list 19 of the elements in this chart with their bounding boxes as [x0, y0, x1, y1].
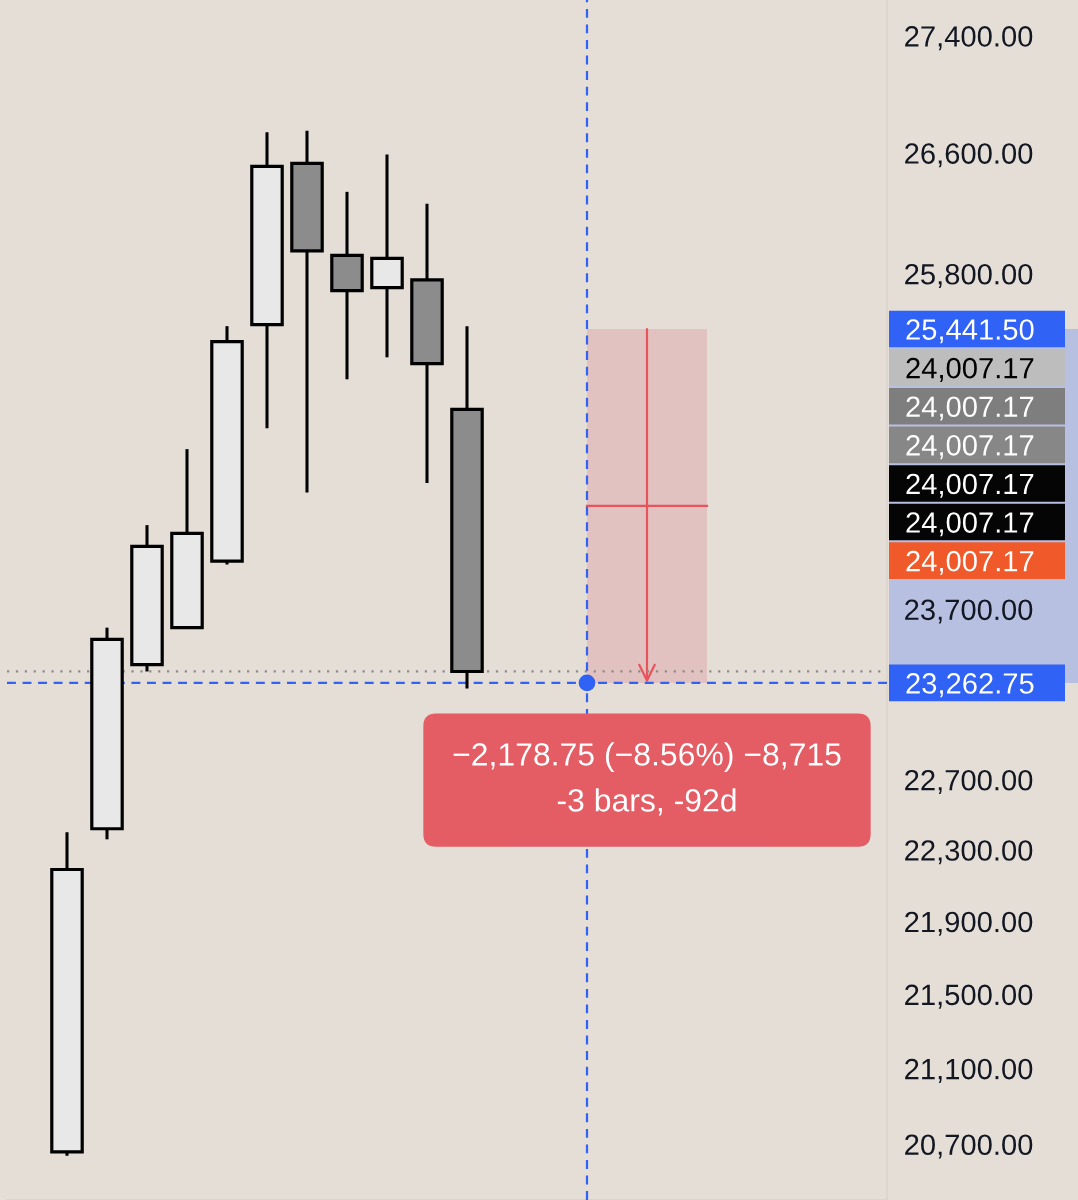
text: 25,441.50: [906, 319, 1034, 344]
y-tick-label: 27,400.00: [905, 26, 1033, 51]
text: 24,007.17: [906, 512, 1034, 537]
annotation: −2,178.75 (−8.56%) −8,715 -3 bars, -92d: [453, 742, 841, 816]
y-tick-label: 20,700.00: [905, 1134, 1033, 1159]
y-tick-label: 23,700.00: [905, 599, 1033, 624]
text: 24,007.17: [906, 473, 1034, 498]
y-tick-label: 21,100.00: [905, 1058, 1033, 1083]
y-tick-label: 22,300.00: [905, 840, 1033, 865]
y-tick-label: 25,800.00: [905, 263, 1033, 289]
y-tick-label: 21,900.00: [905, 911, 1033, 936]
text: 24,007.17: [906, 435, 1034, 460]
text: 24,007.17: [906, 357, 1034, 382]
y-tick-label: 26,600.00: [905, 143, 1033, 168]
y-tick-label: 22,700.00: [905, 769, 1033, 794]
text: 24,007.17: [906, 396, 1034, 421]
y-tick-label: 21,500.00: [905, 984, 1033, 1009]
text: 24,007.17: [906, 550, 1034, 575]
ref-line-label: 23,262.75: [906, 673, 1034, 698]
